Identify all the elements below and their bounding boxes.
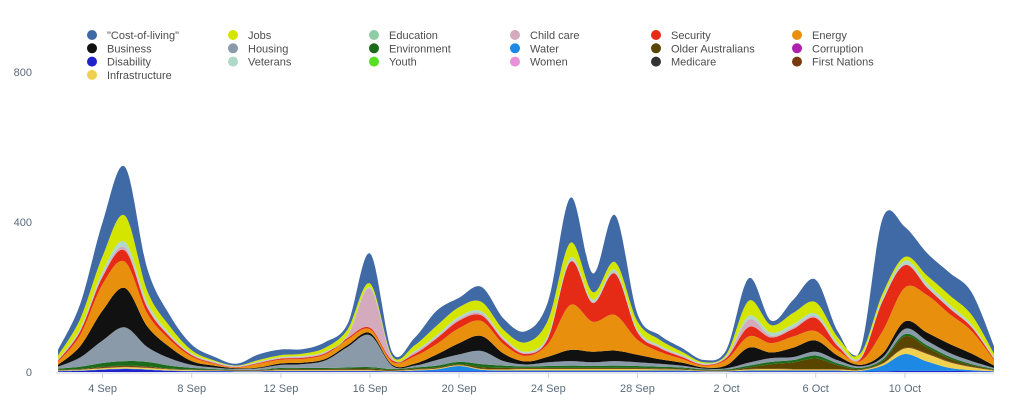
legend-label: Youth <box>389 57 417 69</box>
x-tick-label: 10 Oct <box>889 383 921 395</box>
series-area-jobs <box>58 214 994 366</box>
legend-item[interactable]: Disability <box>87 56 152 69</box>
legend-swatch <box>369 56 379 67</box>
series-area-environment <box>58 333 994 371</box>
legend-label: Water <box>530 43 559 55</box>
series-area-water <box>58 353 994 372</box>
legend-swatch <box>651 56 661 67</box>
series-area-older-australians <box>58 336 994 371</box>
legend-swatch <box>369 30 379 40</box>
legend-item[interactable]: Energy <box>792 30 847 42</box>
legend-swatch <box>369 43 379 54</box>
axes-layer: 0 400 800 4 Sep 8 Sep 12 Sep 16 Sep 20 Sep 24 Se… <box>14 67 994 395</box>
series-area-security <box>58 249 994 368</box>
legend-swatch <box>651 30 661 40</box>
x-tick-label: 4 Sep <box>88 383 117 395</box>
legend-item[interactable]: Housing <box>228 43 288 55</box>
legend-label: Jobs <box>248 30 272 42</box>
series-area-first-nations <box>58 347 994 372</box>
legend-swatch <box>510 56 520 67</box>
legend-swatch <box>228 30 238 40</box>
legend-swatch <box>792 30 802 40</box>
x-tick-label: 20 Sep <box>442 383 477 395</box>
legend-swatch <box>228 56 238 67</box>
legend-item[interactable]: Older Australians <box>651 43 755 55</box>
legend-label: Environment <box>389 43 451 55</box>
legend-swatch <box>792 43 802 54</box>
y-tick-label: 400 <box>14 217 32 229</box>
x-tick-label: 2 Oct <box>713 383 739 395</box>
legend-label: Medicare <box>671 57 716 69</box>
x-tick-label: 16 Sep <box>353 383 388 395</box>
legend-item[interactable]: First Nations <box>792 56 874 69</box>
legend-item[interactable]: Jobs <box>228 30 272 42</box>
legend-swatch <box>510 30 520 40</box>
legend-label: "Cost-of-living" <box>107 30 179 42</box>
x-tick-label: 6 Oct <box>803 383 829 395</box>
legend-item[interactable]: "Cost-of-living" <box>87 30 179 42</box>
legend-label: Education <box>389 30 438 42</box>
legend-label: Corruption <box>812 43 863 55</box>
legend-label: Housing <box>248 43 288 55</box>
legend-item[interactable]: Education <box>369 30 438 42</box>
legend-item[interactable]: Water <box>510 43 559 55</box>
legend: "Cost-of-living" Jobs Education Child care S… <box>87 30 874 82</box>
y-tick-label: 800 <box>14 67 32 79</box>
legend-label: Veterans <box>248 57 292 69</box>
legend-label: Infrastructure <box>107 70 172 82</box>
legend-label: Business <box>107 43 152 55</box>
legend-item[interactable]: Business <box>87 43 152 55</box>
series-area-disability <box>58 369 994 372</box>
legend-item[interactable]: Child care <box>510 30 580 42</box>
legend-item[interactable]: Medicare <box>651 56 716 69</box>
legend-item[interactable]: Veterans <box>228 56 292 69</box>
legend-item[interactable]: Women <box>510 56 568 69</box>
legend-swatch <box>792 56 802 67</box>
legend-item[interactable]: Youth <box>369 56 417 69</box>
x-tick-label: 12 Sep <box>263 383 298 395</box>
legend-label: Older Australians <box>671 43 755 55</box>
legend-item[interactable]: Corruption <box>792 43 863 55</box>
legend-item[interactable]: Security <box>651 30 711 42</box>
series-area-infrastructure <box>58 348 994 372</box>
x-tick-label: 8 Sep <box>177 383 206 395</box>
y-tick-label: 0 <box>26 367 32 379</box>
legend-swatch <box>228 43 238 54</box>
legend-label: Women <box>530 57 568 69</box>
legend-swatch <box>510 43 520 54</box>
areas-layer <box>58 165 994 372</box>
legend-label: First Nations <box>812 57 874 69</box>
legend-swatch <box>651 43 661 54</box>
x-tick-label: 24 Sep <box>531 383 566 395</box>
legend-label: Energy <box>812 30 847 42</box>
legend-label: Disability <box>107 57 152 69</box>
legend-label: Child care <box>530 30 580 42</box>
legend-swatch <box>87 69 97 80</box>
series-area-cost-of-living <box>58 165 994 366</box>
series-area-energy <box>58 260 994 369</box>
legend-swatch <box>87 30 97 40</box>
x-tick-label: 28 Sep <box>620 383 655 395</box>
legend-swatch <box>87 43 97 54</box>
legend-item[interactable]: Infrastructure <box>87 69 172 82</box>
legend-label: Security <box>671 30 711 42</box>
legend-item[interactable]: Environment <box>369 43 451 55</box>
legend-swatch <box>87 56 97 67</box>
